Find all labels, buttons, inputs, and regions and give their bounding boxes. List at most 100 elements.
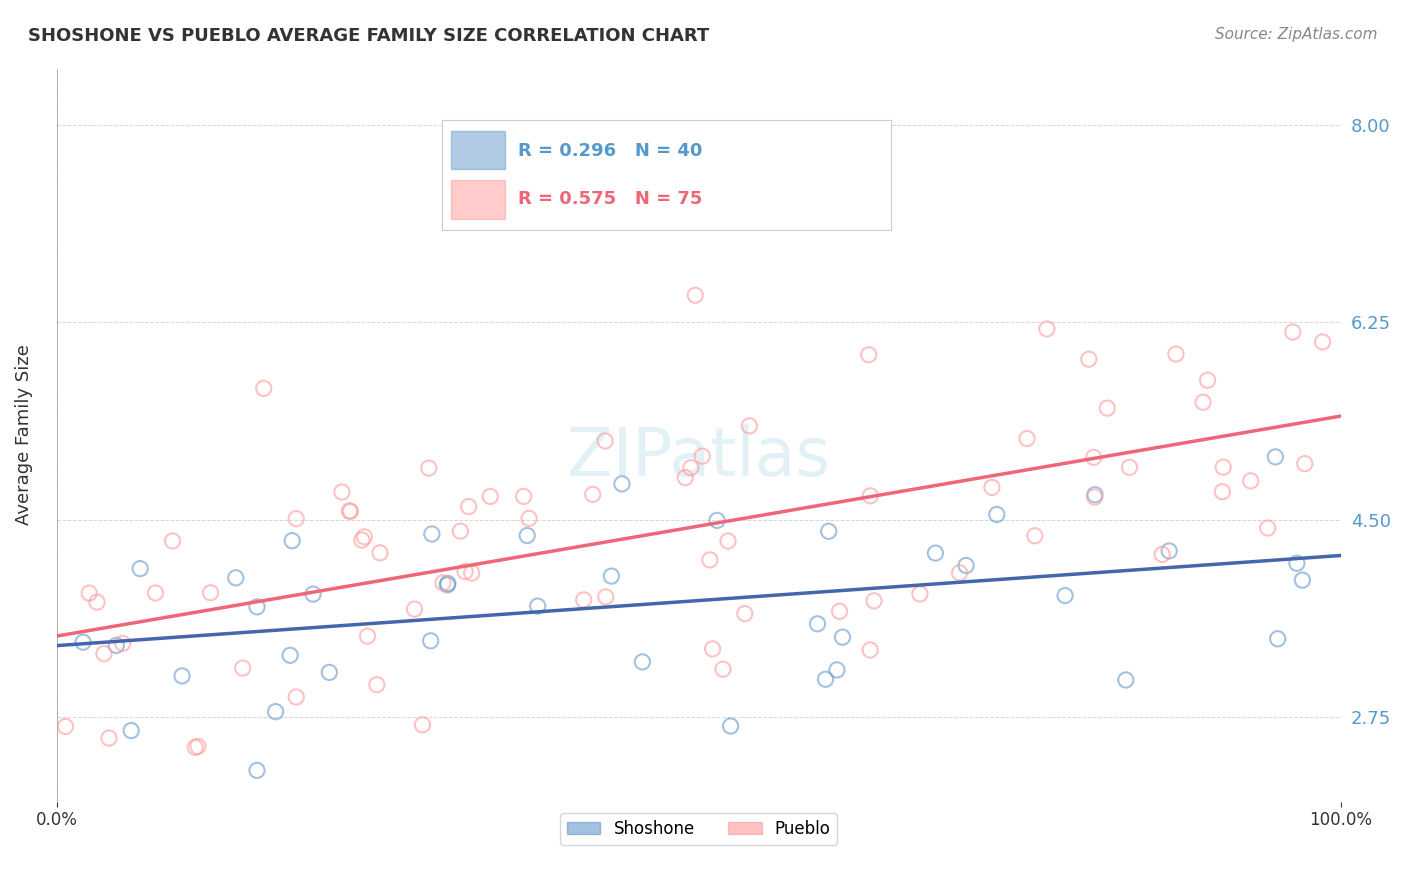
Point: [924, 546, 946, 560]
Text: Source: ZipAtlas.com: Source: ZipAtlas.com: [1215, 27, 1378, 42]
Point: [825, 663, 848, 677]
Point: [184, 740, 207, 755]
Point: [437, 576, 460, 591]
Point: [572, 593, 595, 607]
Point: [817, 524, 839, 539]
Point: [1084, 488, 1107, 502]
Point: [285, 511, 308, 525]
Point: [368, 546, 391, 560]
Point: [717, 534, 740, 549]
Point: [955, 558, 977, 573]
Point: [281, 533, 304, 548]
Point: [1036, 322, 1059, 336]
Point: [129, 561, 152, 575]
Point: [1115, 673, 1137, 687]
Point: [278, 648, 301, 663]
Point: [582, 487, 605, 501]
Point: [679, 460, 702, 475]
Point: [517, 511, 540, 525]
Point: [734, 607, 756, 621]
Point: [449, 524, 471, 539]
Point: [418, 461, 440, 475]
Point: [419, 633, 441, 648]
Point: [420, 527, 443, 541]
Point: [600, 569, 623, 583]
Point: [526, 599, 548, 614]
Point: [1118, 460, 1140, 475]
Point: [631, 655, 654, 669]
Point: [366, 678, 388, 692]
Y-axis label: Average Family Size: Average Family Size: [15, 344, 32, 525]
Point: [986, 508, 1008, 522]
Point: [706, 513, 728, 527]
Point: [1267, 632, 1289, 646]
Point: [859, 489, 882, 503]
Point: [330, 485, 353, 500]
Point: [1083, 450, 1105, 465]
Point: [432, 575, 454, 590]
Point: [353, 530, 375, 544]
Point: [232, 661, 254, 675]
Point: [339, 504, 361, 518]
Point: [1257, 521, 1279, 535]
Point: [454, 565, 477, 579]
Point: [593, 434, 616, 448]
Point: [225, 571, 247, 585]
Point: [479, 490, 502, 504]
Point: [318, 665, 340, 680]
Text: ZIPatlas: ZIPatlas: [567, 424, 831, 490]
Point: [1197, 373, 1219, 387]
Point: [457, 500, 479, 514]
Point: [436, 578, 458, 592]
Text: SHOSHONE VS PUEBLO AVERAGE FAMILY SIZE CORRELATION CHART: SHOSHONE VS PUEBLO AVERAGE FAMILY SIZE C…: [28, 27, 710, 45]
Point: [200, 586, 222, 600]
Point: [1164, 347, 1187, 361]
Point: [738, 418, 761, 433]
Point: [1212, 460, 1234, 475]
Point: [1024, 529, 1046, 543]
Point: [337, 504, 360, 518]
Point: [86, 595, 108, 609]
Point: [253, 381, 276, 395]
Point: [285, 690, 308, 704]
Point: [1240, 474, 1263, 488]
Legend: Shoshone, Pueblo: Shoshone, Pueblo: [560, 814, 838, 845]
Point: [673, 470, 696, 484]
Point: [863, 594, 886, 608]
Point: [1291, 573, 1313, 587]
Point: [610, 476, 633, 491]
Point: [145, 586, 167, 600]
Point: [831, 630, 853, 644]
Point: [55, 719, 77, 733]
Point: [516, 528, 538, 542]
Point: [404, 602, 426, 616]
Point: [512, 489, 534, 503]
Point: [711, 662, 734, 676]
Point: [806, 616, 828, 631]
Point: [828, 604, 851, 618]
Point: [111, 636, 134, 650]
Point: [1285, 556, 1308, 570]
Point: [1015, 432, 1038, 446]
Point: [702, 641, 724, 656]
Point: [246, 599, 269, 614]
Point: [720, 719, 742, 733]
Point: [1192, 395, 1215, 409]
Point: [1084, 490, 1107, 504]
Point: [105, 639, 128, 653]
Point: [981, 480, 1004, 494]
Point: [859, 643, 882, 657]
Point: [595, 590, 617, 604]
Point: [1294, 457, 1316, 471]
Point: [1152, 548, 1174, 562]
Point: [908, 587, 931, 601]
Point: [1097, 401, 1119, 416]
Point: [1077, 352, 1099, 367]
Point: [1264, 450, 1286, 464]
Point: [264, 705, 287, 719]
Point: [120, 723, 142, 738]
Point: [246, 764, 269, 778]
Point: [187, 739, 209, 754]
Point: [685, 288, 707, 302]
Point: [302, 587, 325, 601]
